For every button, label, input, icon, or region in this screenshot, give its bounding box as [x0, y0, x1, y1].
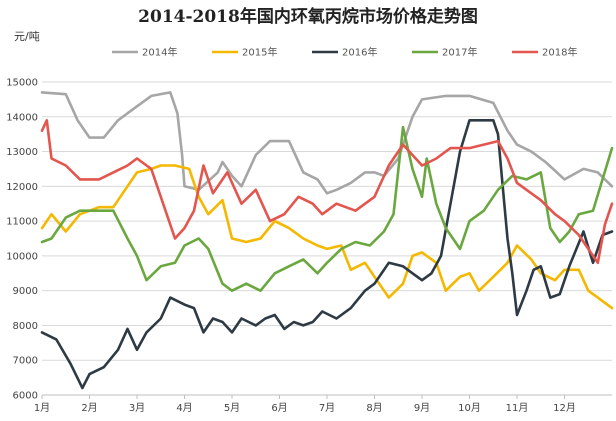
legend-label: 2015年: [242, 46, 277, 59]
y-tick-label: 9000: [13, 286, 38, 297]
x-tick-label: 12月: [553, 402, 576, 414]
y-tick-label: 10000: [6, 251, 38, 262]
series-line-2018年: [40, 119, 614, 265]
series-line-2015年: [40, 164, 614, 310]
y-tick-label: 14000: [6, 112, 38, 123]
x-axis-ticks: 1月 2月 3月 4月 5月 6月 7月 8月 9月 10月 11月 12月: [34, 394, 612, 414]
legend-label: 2016年: [342, 46, 377, 59]
x-tick-label: 4月: [176, 402, 192, 414]
y-axis-unit-label: 元/吨: [14, 30, 40, 43]
x-tick-label: 2月: [81, 402, 97, 414]
x-tick-label: 3月: [129, 402, 145, 414]
y-tick-label: 12000: [6, 182, 38, 193]
legend: 2014年 2015年 2016年 2017年 2018年: [112, 46, 577, 59]
series-line-2016年: [40, 119, 614, 390]
x-tick-label: 6月: [271, 402, 287, 414]
y-tick-label: 8000: [13, 321, 38, 332]
x-tick-label: 8月: [366, 402, 382, 414]
series-line-2014年: [40, 91, 614, 195]
y-tick-label: 6000: [13, 391, 38, 402]
y-tick-label: 7000: [13, 356, 38, 367]
legend-label: 2014年: [142, 46, 177, 59]
y-tick-label: 15000: [6, 78, 38, 89]
y-tick-label: 11000: [6, 217, 38, 228]
x-tick-label: 5月: [224, 402, 240, 414]
y-axis-ticks: 6000 7000 8000 9000 10000 11000 12000 13000 1400…: [6, 78, 38, 402]
chart-title: 2014-2018年国内环氧丙烷市场价格走势图: [138, 6, 478, 27]
series-lines: [40, 91, 614, 390]
x-tick-label: 9月: [414, 402, 430, 414]
x-tick-label: 10月: [458, 402, 481, 414]
legend-label: 2018年: [542, 46, 577, 59]
x-tick-label: 1月: [34, 402, 50, 414]
legend-label: 2017年: [442, 46, 477, 59]
series-line-2017年: [40, 125, 614, 292]
x-tick-label: 7月: [319, 402, 335, 414]
x-tick-label: 11月: [506, 402, 529, 414]
y-tick-label: 13000: [6, 147, 38, 158]
